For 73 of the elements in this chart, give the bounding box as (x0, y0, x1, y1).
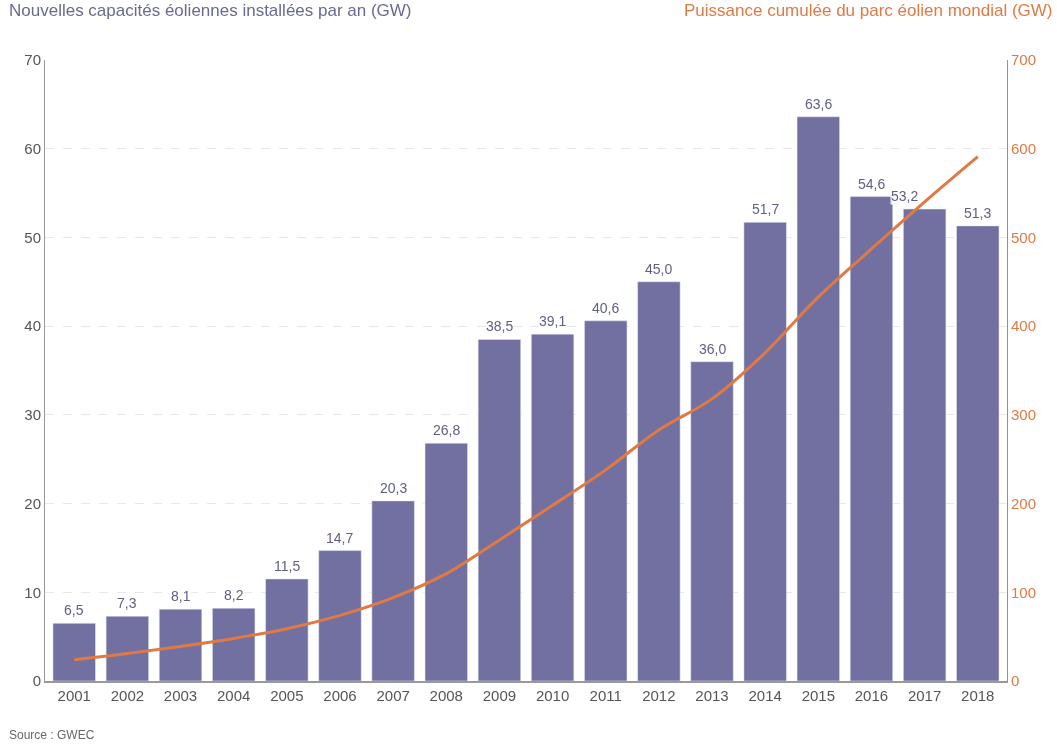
data-label: 8,2 (224, 587, 244, 603)
bar (743, 222, 787, 681)
bar (424, 443, 468, 681)
y-tick-label: 10 (24, 583, 41, 601)
data-label: 38,5 (486, 318, 514, 334)
x-tick-label: 2015 (801, 687, 836, 704)
data-label: 11,5 (274, 558, 301, 574)
y2-tick-label: 200 (1011, 494, 1037, 512)
data-label: 39,1 (539, 313, 567, 329)
bar (52, 623, 96, 681)
x-tick-label: 2010 (535, 687, 570, 704)
data-label: 45,0 (645, 261, 673, 277)
bar (903, 208, 947, 681)
y-tick-label: 40 (24, 317, 41, 335)
x-tick-label: 2011 (589, 687, 622, 704)
x-tick-label: 2004 (216, 687, 251, 704)
y2-tick-label: 400 (1011, 317, 1037, 335)
x-tick-label: 2003 (163, 687, 198, 704)
source-note: Source : GWEC (9, 728, 95, 742)
bar (159, 608, 203, 681)
data-label: 51,3 (964, 205, 992, 221)
data-label: 63,6 (805, 96, 833, 112)
y2-axis-title: Puissance cumulée du parc éolien mondial (GW) (684, 1, 1053, 20)
data-label: 54,6 (858, 176, 886, 192)
y-tick-label: 60 (24, 139, 41, 157)
y-tick-label: 0 (32, 672, 41, 690)
y2-tick-label: 100 (1011, 583, 1037, 601)
x-tick-label: 2018 (961, 687, 995, 704)
y2-tick-label: 600 (1011, 139, 1037, 157)
data-label: 53,2 (891, 188, 919, 204)
y2-tick-label: 700 (1011, 51, 1037, 69)
x-tick-label: 2008 (429, 687, 463, 704)
data-label: 26,8 (433, 422, 461, 438)
data-label: 20,3 (380, 480, 408, 496)
bar (849, 196, 893, 681)
x-tick-label: 2006 (323, 687, 357, 704)
x-tick-label: 2016 (854, 687, 889, 704)
x-tick-label: 2005 (270, 687, 304, 704)
y2-tick-label: 500 (1011, 228, 1037, 246)
bar (690, 361, 734, 681)
bar (265, 578, 309, 681)
bar (371, 500, 415, 681)
y-tick-label: 30 (24, 406, 41, 424)
y-tick-label: 20 (24, 494, 41, 512)
x-tick-label: 2009 (482, 687, 517, 704)
data-label: 14,7 (326, 530, 354, 546)
y-axis-title: Nouvelles capacités éoliennes installées par an (GW) (9, 1, 412, 20)
y-tick-label: 50 (24, 228, 41, 246)
bar (477, 339, 521, 681)
x-tick-label: 2014 (748, 687, 782, 704)
data-label: 6,5 (64, 602, 84, 618)
x-tick-label: 2002 (110, 687, 145, 704)
data-label: 36,0 (699, 341, 727, 357)
x-tick-label: 2001 (57, 687, 91, 704)
bar (531, 333, 575, 681)
bar (584, 320, 628, 681)
x-tick-label: 2012 (642, 687, 676, 704)
y-tick-label: 70 (24, 51, 41, 69)
bar (956, 225, 1000, 681)
bar (105, 615, 149, 681)
data-label: 7,3 (117, 595, 137, 611)
data-label: 40,6 (592, 300, 620, 316)
x-tick-label: 2013 (695, 687, 729, 704)
y2-tick-label: 300 (1011, 406, 1037, 424)
bar (637, 281, 681, 681)
bar (212, 608, 256, 681)
bar (796, 116, 840, 681)
bar (318, 550, 362, 681)
x-tick-label: 2017 (907, 687, 942, 704)
data-label: 8,1 (171, 588, 191, 604)
x-tick-label: 2007 (376, 687, 410, 704)
y2-tick-label: 0 (1011, 672, 1020, 690)
data-label: 51,7 (752, 201, 780, 217)
